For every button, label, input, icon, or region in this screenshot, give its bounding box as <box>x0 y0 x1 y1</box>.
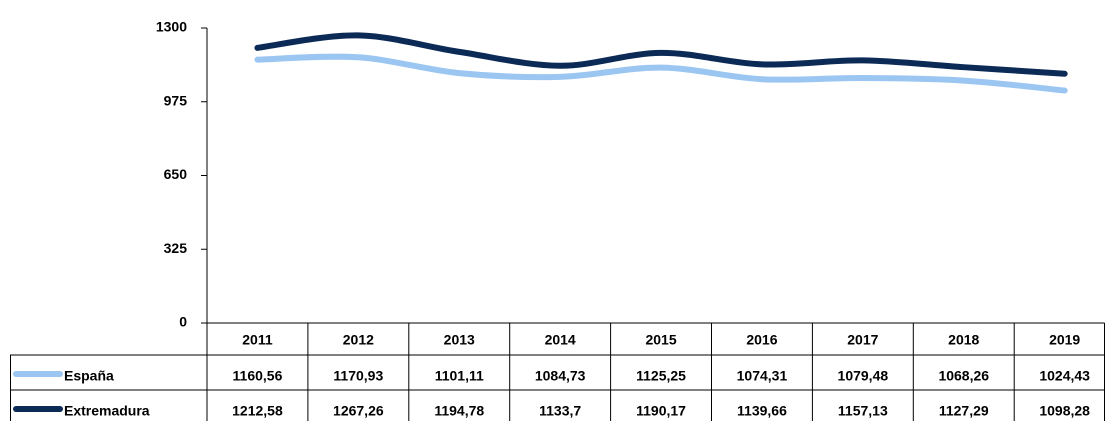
x-tick-label: 2012 <box>343 332 374 348</box>
table-value: 1133,7 <box>539 403 581 419</box>
x-tick-label: 2015 <box>645 332 676 348</box>
legend-label: España <box>64 368 114 384</box>
table-value: 1068,26 <box>938 368 989 384</box>
table-value: 1125,25 <box>636 368 686 384</box>
y-tick-label: 325 <box>164 240 188 256</box>
x-tick-label: 2013 <box>444 332 475 348</box>
table-value: 1084,73 <box>535 368 586 384</box>
x-tick-label: 2014 <box>545 332 576 348</box>
table-value: 1139,66 <box>737 403 787 419</box>
table-value: 1170,93 <box>333 368 383 384</box>
x-tick-label: 2018 <box>948 332 979 348</box>
table-value: 1101,11 <box>435 368 484 384</box>
x-tick-label: 2011 <box>242 332 273 348</box>
series-line <box>254 53 1068 94</box>
table-value: 1194,78 <box>434 403 484 419</box>
table-value: 1074,31 <box>737 368 788 384</box>
x-tick-label: 2016 <box>746 332 777 348</box>
y-tick-label: 1300 <box>156 19 187 35</box>
table-value: 1267,26 <box>333 403 384 419</box>
table-value: 1079,48 <box>838 368 889 384</box>
table-value: 1157,13 <box>838 403 888 419</box>
table-value: 1160,56 <box>233 368 283 384</box>
y-tick-label: 975 <box>164 92 188 108</box>
table-value: 1098,28 <box>1039 403 1090 419</box>
series-line <box>254 32 1068 77</box>
table-value: 1024,43 <box>1039 368 1090 384</box>
x-tick-label: 2017 <box>847 332 878 348</box>
x-tick-label: 2019 <box>1049 332 1080 348</box>
table-value: 1190,17 <box>636 403 686 419</box>
y-tick-label: 650 <box>164 166 188 182</box>
y-tick-label: 0 <box>179 314 187 330</box>
legend-label: Extremadura <box>64 403 150 419</box>
table-value: 1127,29 <box>939 403 989 419</box>
table-value: 1212,58 <box>232 403 283 419</box>
